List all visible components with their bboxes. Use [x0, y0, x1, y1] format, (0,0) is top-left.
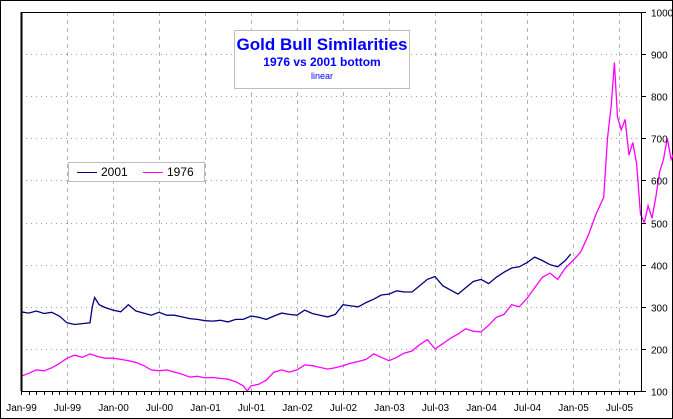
x-tick-label: Jul-01: [238, 403, 266, 414]
legend: 2001 1976: [68, 162, 205, 182]
series-line-1976: [20, 62, 673, 393]
x-tick-label: Jul-02: [330, 403, 358, 414]
series-line-2001: [20, 253, 572, 326]
x-tick-label: Jan-04: [466, 403, 497, 414]
x-tick-label: Jul-05: [606, 403, 634, 414]
x-tick-label: Jan-99: [6, 403, 37, 414]
y-tick-label: 300: [651, 304, 668, 315]
axes: [20, 12, 642, 392]
x-tick-label: Jul-99: [54, 403, 82, 414]
legend-swatch-1976: [143, 171, 163, 173]
y-tick-label: 200: [651, 346, 668, 357]
x-tick-label: Jul-00: [146, 403, 174, 414]
legend-label-1976: 1976: [167, 165, 194, 179]
x-tick-label: Jan-00: [98, 403, 129, 414]
y-tick-label: 600: [651, 177, 668, 188]
grid: [21, 12, 641, 391]
x-axis: Jan-99 Jul-99 Jan-00 Jul-00 Jan-01 Jul-01 Jan-…: [6, 391, 635, 414]
x-tick-label: Jul-03: [422, 403, 450, 414]
legend-label-2001: 2001: [101, 165, 128, 179]
y-axis: 100 200 300 400 500 600 700 800 900 1000: [641, 9, 673, 399]
x-tick-label: Jan-02: [282, 403, 313, 414]
x-tick-label: Jan-05: [558, 403, 589, 414]
x-tick-label: Jan-03: [374, 403, 405, 414]
y-tick-label: 700: [651, 135, 668, 146]
x-tick-label: Jan-01: [190, 403, 221, 414]
legend-swatch-2001: [77, 171, 97, 173]
chart-title-box: Gold Bull Similarities 1976 vs 2001 bott…: [234, 30, 410, 89]
y-tick-label: 500: [651, 220, 668, 231]
legend-item-1976: 1976: [143, 165, 194, 179]
y-tick-label: 100: [651, 388, 668, 399]
y-tick-label: 900: [651, 51, 668, 62]
x-tick-label: Jul-04: [514, 403, 542, 414]
y-tick-label: 800: [651, 93, 668, 104]
chart-title: Gold Bull Similarities: [236, 35, 408, 54]
y-tick-label: 1000: [651, 9, 673, 20]
chart-subtitle: 1976 vs 2001 bottom: [263, 55, 381, 69]
series-group: [20, 62, 673, 393]
legend-item-2001: 2001: [77, 165, 128, 179]
y-tick-label: 400: [651, 262, 668, 273]
scale-note: linear: [310, 71, 333, 81]
